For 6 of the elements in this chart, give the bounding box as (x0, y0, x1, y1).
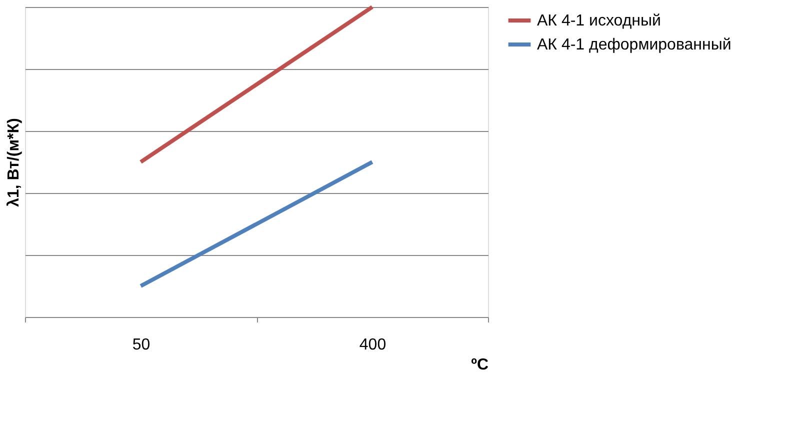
y-axis-title: λ1, Вт/(м*К) (6, 118, 22, 207)
x-tick-label: 400 (359, 336, 386, 354)
x-tick-label: 50 (132, 336, 150, 354)
x-axis-title: ºC (471, 356, 489, 374)
legend-label: АК 4-1 деформированный (537, 36, 732, 54)
legend-label: АК 4-1 исходный (537, 12, 661, 30)
